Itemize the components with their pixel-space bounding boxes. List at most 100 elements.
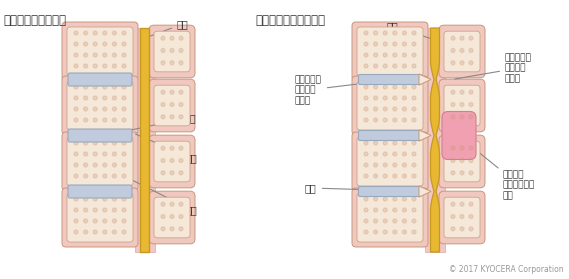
Text: 骨棘: 骨棘 (305, 183, 423, 193)
Circle shape (364, 208, 368, 212)
Circle shape (170, 61, 174, 65)
Circle shape (179, 158, 183, 162)
Circle shape (451, 49, 455, 52)
Circle shape (412, 152, 416, 156)
Circle shape (93, 174, 97, 178)
FancyBboxPatch shape (439, 25, 485, 78)
Circle shape (113, 219, 117, 223)
Circle shape (122, 118, 126, 122)
FancyBboxPatch shape (67, 81, 133, 130)
Circle shape (364, 118, 368, 122)
Circle shape (161, 90, 165, 94)
Circle shape (393, 64, 397, 68)
Circle shape (451, 36, 455, 40)
FancyBboxPatch shape (149, 79, 195, 132)
Circle shape (93, 31, 97, 35)
Circle shape (451, 115, 455, 119)
Circle shape (170, 215, 174, 218)
Circle shape (374, 208, 378, 212)
Circle shape (74, 107, 78, 111)
FancyBboxPatch shape (358, 186, 422, 196)
Circle shape (93, 230, 97, 234)
Circle shape (93, 85, 97, 89)
Circle shape (122, 64, 126, 68)
Circle shape (393, 197, 397, 201)
Circle shape (412, 197, 416, 201)
Circle shape (122, 152, 126, 156)
Bar (425, 28, 445, 252)
Circle shape (374, 107, 378, 111)
Circle shape (412, 85, 416, 89)
Circle shape (460, 146, 464, 150)
Circle shape (93, 219, 97, 223)
Text: 脊髄: 脊髄 (387, 21, 432, 39)
Circle shape (364, 85, 368, 89)
Circle shape (170, 90, 174, 94)
Circle shape (364, 197, 368, 201)
Circle shape (122, 219, 126, 223)
Circle shape (179, 90, 183, 94)
Circle shape (383, 42, 387, 46)
Circle shape (170, 102, 174, 107)
Circle shape (84, 163, 88, 167)
Circle shape (74, 31, 78, 35)
Circle shape (402, 141, 406, 145)
Circle shape (460, 36, 464, 40)
Circle shape (383, 96, 387, 100)
Circle shape (103, 85, 107, 89)
Circle shape (113, 85, 117, 89)
Circle shape (364, 96, 368, 100)
Circle shape (383, 163, 387, 167)
Circle shape (412, 118, 416, 122)
Circle shape (364, 53, 368, 57)
Circle shape (84, 107, 88, 111)
Circle shape (84, 96, 88, 100)
Circle shape (402, 53, 406, 57)
Circle shape (84, 230, 88, 234)
Circle shape (74, 219, 78, 223)
Circle shape (74, 64, 78, 68)
FancyBboxPatch shape (62, 22, 138, 81)
Circle shape (451, 61, 455, 65)
FancyBboxPatch shape (439, 135, 485, 188)
FancyBboxPatch shape (352, 132, 428, 191)
Text: 靭帯: 靭帯 (135, 134, 198, 163)
Circle shape (103, 118, 107, 122)
Circle shape (364, 42, 368, 46)
Text: 脊髄: 脊髄 (147, 19, 189, 37)
Circle shape (374, 219, 378, 223)
Circle shape (122, 42, 126, 46)
Circle shape (469, 227, 473, 231)
Circle shape (364, 64, 368, 68)
Circle shape (74, 118, 78, 122)
Circle shape (122, 141, 126, 145)
Circle shape (364, 141, 368, 145)
FancyBboxPatch shape (68, 73, 132, 86)
Circle shape (161, 146, 165, 150)
Circle shape (451, 171, 455, 175)
FancyBboxPatch shape (68, 129, 132, 142)
Circle shape (103, 219, 107, 223)
Circle shape (74, 42, 78, 46)
Circle shape (364, 230, 368, 234)
FancyBboxPatch shape (154, 141, 190, 182)
Circle shape (451, 227, 455, 231)
Circle shape (374, 141, 378, 145)
Circle shape (469, 215, 473, 218)
Circle shape (402, 152, 406, 156)
Circle shape (93, 163, 97, 167)
FancyBboxPatch shape (154, 31, 190, 72)
Circle shape (93, 64, 97, 68)
Circle shape (460, 227, 464, 231)
Circle shape (364, 31, 368, 35)
Circle shape (374, 42, 378, 46)
Circle shape (74, 53, 78, 57)
Circle shape (383, 31, 387, 35)
Circle shape (412, 64, 416, 68)
FancyBboxPatch shape (444, 197, 480, 238)
Circle shape (383, 107, 387, 111)
Circle shape (383, 219, 387, 223)
FancyBboxPatch shape (149, 25, 195, 78)
Circle shape (113, 107, 117, 111)
Circle shape (460, 115, 464, 119)
